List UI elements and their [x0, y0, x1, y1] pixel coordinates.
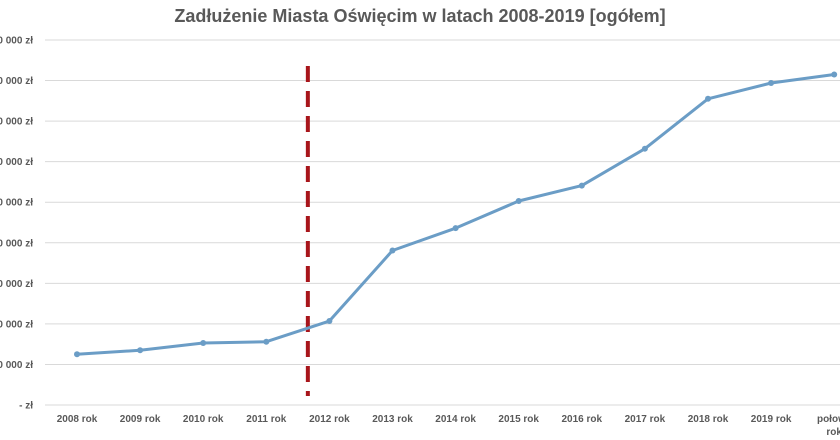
x-tick-label-line: 2014 rok: [435, 414, 476, 425]
x-tick-label: 2017 rok: [625, 414, 666, 425]
y-axis-tick-labels: - zł 0 000 zł 0 000 zł 0 000 zł 0 000 zł 0 00…: [0, 36, 33, 412]
gridlines: [45, 39, 840, 406]
series-group: [75, 72, 836, 356]
series-line: [75, 72, 836, 356]
x-tick-label: 2014 rok: [435, 414, 476, 425]
data-point: [326, 318, 333, 325]
x-tick-label: 2015 rok: [498, 414, 539, 425]
x-tick-label-line: 2011 rok: [246, 414, 286, 425]
data-point: [705, 95, 711, 102]
x-tick-label-line: połowa: [817, 414, 840, 425]
x-tick-label-line: 2013 rok: [372, 414, 413, 425]
y-tick-label: 0 000 zł: [0, 238, 33, 249]
chart-title: Zadłużenie Miasta Oświęcim w latach 2008…: [174, 6, 666, 26]
x-tick-label-line: rok: [826, 427, 840, 438]
x-tick-label-line: 2019 rok: [751, 414, 792, 425]
x-tick-label-line: 2017 rok: [625, 414, 666, 425]
x-tick-label-line: 2016 rok: [562, 414, 603, 425]
x-tick-label: 2012 rok: [309, 414, 350, 425]
x-tick-label: połowa rok: [817, 414, 840, 438]
data-point: [389, 247, 396, 254]
x-tick-label-line: 2008 rok: [57, 414, 98, 425]
x-tick-label: 2011 rok: [246, 414, 286, 425]
x-tick-label-line: 2012 rok: [309, 414, 350, 425]
x-tick-label: 2008 rok: [57, 414, 98, 425]
x-tick-label: 2009 rok: [120, 414, 161, 425]
x-axis-tick-labels: 2008 rok 2009 rok 2010 rok 2011 rok 2012 rok…: [57, 414, 840, 438]
y-tick-label: 0 000 zł: [0, 157, 33, 168]
data-point: [641, 145, 648, 152]
y-tick-label: 0 000 zł: [0, 198, 33, 209]
y-tick-label: - zł: [19, 401, 33, 412]
data-point: [452, 225, 459, 232]
data-point: [831, 71, 838, 78]
y-tick-label: 0 000 zł: [0, 117, 33, 128]
x-tick-label: 2019 rok: [751, 414, 792, 425]
data-point: [74, 351, 80, 358]
y-tick-label: 0 000 zł: [0, 319, 33, 330]
x-tick-label-line: 2009 rok: [120, 414, 161, 425]
y-tick-label: 0 000 zł: [0, 36, 33, 47]
y-tick-label: 0 000 zł: [0, 279, 33, 290]
data-point: [578, 182, 585, 189]
data-points: [74, 71, 838, 358]
y-tick-label: 0 000 zł: [0, 76, 33, 87]
y-tick-label: 0 000 zł: [0, 360, 33, 371]
x-tick-label-line: 2010 rok: [183, 414, 224, 425]
x-tick-label: 2018 rok: [688, 414, 729, 425]
data-point: [137, 347, 144, 354]
data-point: [263, 338, 270, 345]
x-tick-label: 2010 rok: [183, 414, 224, 425]
data-point: [200, 339, 207, 346]
data-point: [768, 79, 775, 86]
data-point: [515, 198, 522, 205]
x-tick-label: 2016 rok: [562, 414, 603, 425]
x-tick-label-line: 2018 rok: [688, 414, 729, 425]
x-tick-label-line: 2015 rok: [498, 414, 539, 425]
x-tick-label: 2013 rok: [372, 414, 413, 425]
